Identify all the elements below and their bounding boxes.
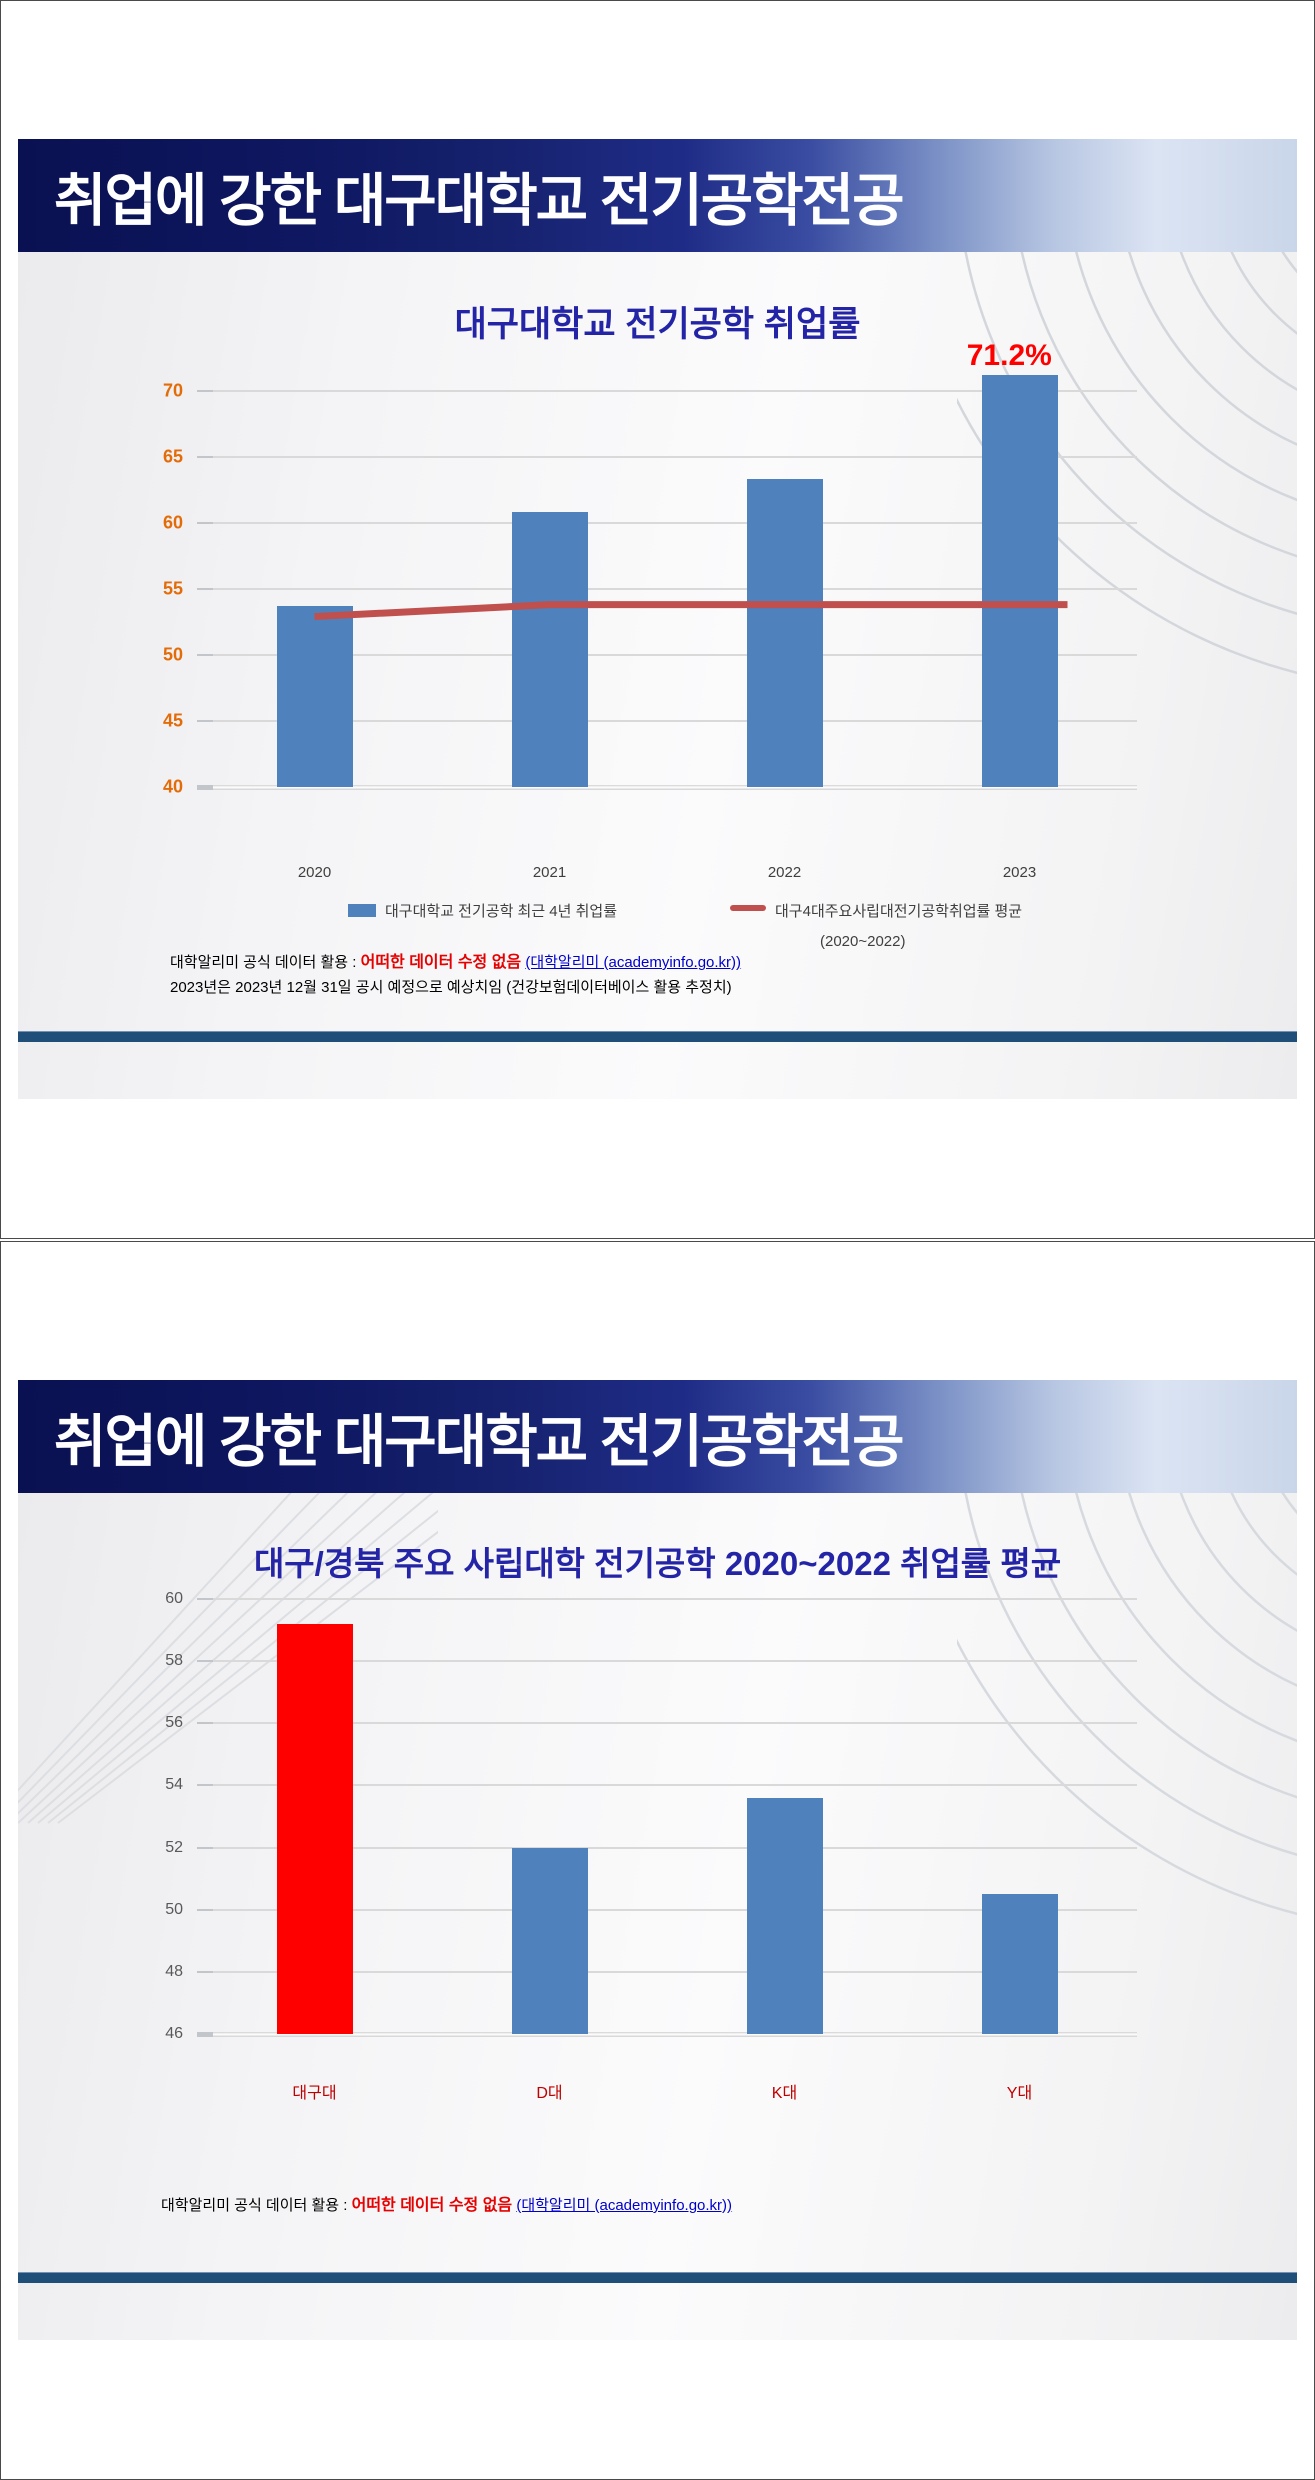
y-axis-label-60: 60 (162, 512, 183, 533)
x-axis-label-2020: 2020 (297, 864, 332, 881)
chart1-plot-area: 40 45 50 55 60 65 70 71.2% (163, 339, 1137, 797)
slide1-content: 대구대학교 전기공학 취업률 40 45 50 55 60 65 70 71.2% 2020 2… (18, 252, 1297, 1099)
bar-대구대 (276, 1623, 353, 2034)
footnote-prefix: 대학알리미 공식 데이터 활용 : (170, 954, 361, 971)
x-axis-label-Y대: Y대 (1006, 2085, 1033, 2102)
x-axis-label-2021: 2021 (532, 864, 567, 881)
x-axis-label-K대: K대 (771, 2085, 798, 2102)
gridline-40 (197, 785, 1137, 790)
footnote-link[interactable]: (대학알리미 (academyinfo.go.kr)) (525, 954, 742, 971)
slide2-header-banner: 취업에 강한 대구대학교 전기공학전공 (18, 1380, 1297, 1493)
footnote-line1: 대학알리미 공식 데이터 활용 : 어떠한 데이터 수정 없음 (대학알리미 (… (161, 2193, 732, 2218)
footnote-line1: 대학알리미 공식 데이터 활용 : 어떠한 데이터 수정 없음 (대학알리미 (… (170, 950, 741, 975)
y-axis-label-50: 50 (165, 1900, 183, 1918)
chart1-title: 대구대학교 전기공학 취업률 (454, 305, 861, 344)
footnote-prefix: 대학알리미 공식 데이터 활용 : (161, 2197, 352, 2214)
y-axis-label-58: 58 (165, 1652, 183, 1670)
bar-2023 (981, 374, 1058, 787)
y-axis-label-70: 70 (162, 380, 183, 401)
footnote-highlight: 어떠한 데이터 수정 없음 (351, 2197, 513, 2214)
gridline-45 (197, 719, 1137, 722)
bar-row: 71.2% (197, 339, 1137, 787)
slide1-header-title: 취업에 강한 대구대학교 전기공학전공 (54, 168, 905, 233)
gridline-50 (197, 1908, 1137, 1911)
slide1-header-banner: 취업에 강한 대구대학교 전기공학전공 (18, 139, 1297, 252)
bar-2021 (511, 512, 588, 787)
bar-Y대 (981, 1894, 1058, 2034)
data-label-2023: 71.2% (966, 338, 1052, 372)
chart1-x-axis-labels: 2020 2021 2022 2023 (197, 864, 1137, 882)
slide2-header-title: 취업에 강한 대구대학교 전기공학전공 (54, 1409, 905, 1474)
footnote-link[interactable]: (대학알리미 (academyinfo.go.kr)) (516, 2197, 733, 2214)
legend-bar-label: 대구대학교 전기공학 최근 4년 취업률 (385, 903, 618, 920)
x-axis-label-2022: 2022 (767, 864, 802, 881)
gridline-46 (197, 2032, 1137, 2037)
bar-2020 (276, 606, 353, 787)
legend-item-line: 대구4대주요사립대전기공학취업률 평균 (2020~2022) (730, 900, 1022, 950)
gridline-54 (197, 1784, 1137, 1787)
slide-1: 취업에 강한 대구대학교 전기공학전공 대구대학교 전기공학 취업률 40 45 5… (0, 0, 1315, 1239)
gridline-56 (197, 1722, 1137, 1725)
y-axis-label-40: 40 (162, 776, 183, 797)
slide1-footnote: 대학알리미 공식 데이터 활용 : 어떠한 데이터 수정 없음 (대학알리미 (… (170, 950, 741, 1000)
y-axis-label-54: 54 (165, 1776, 183, 1794)
gridline-70 (197, 389, 1137, 392)
x-axis-label-대구대: 대구대 (292, 2085, 337, 2102)
legend-line-swatch (730, 905, 766, 911)
gridline-50 (197, 653, 1137, 656)
y-axis-label-52: 52 (165, 1838, 183, 1856)
y-axis-label-55: 55 (162, 578, 183, 599)
y-axis-label-48: 48 (165, 1962, 183, 1980)
gridline-52 (197, 1846, 1137, 1849)
bar-D대 (511, 1847, 588, 2034)
bar-K대 (746, 1797, 823, 2034)
y-axis-label-46: 46 (165, 2025, 183, 2042)
slide2-footnote: 대학알리미 공식 데이터 활용 : 어떠한 데이터 수정 없음 (대학알리미 (… (161, 2193, 732, 2218)
y-axis-label-65: 65 (162, 446, 183, 467)
slide2-content: 대구/경북 주요 사립대학 전기공학 2020~2022 취업률 평균 46 48… (18, 1493, 1297, 2340)
footnote-highlight: 어떠한 데이터 수정 없음 (360, 954, 522, 971)
footnote-line2: 2023년은 2023년 12월 31일 공시 예정으로 예상치임 (건강보험데… (170, 979, 732, 996)
chart2-x-axis-labels: 대구대 D대 K대 Y대 (197, 2079, 1137, 2103)
legend-bar-swatch (348, 904, 376, 917)
y-axis-label-60: 60 (165, 1590, 183, 1607)
gridline-48 (197, 1970, 1137, 1973)
bar-row (197, 1599, 1137, 2034)
gridline-55 (197, 587, 1137, 590)
x-axis-label-D대: D대 (536, 2085, 563, 2102)
slide1-bottom-accent-band (18, 1031, 1297, 1042)
slide-2: 취업에 강한 대구대학교 전기공학전공 대구/경북 주요 사 (0, 1241, 1315, 2480)
legend-line-sublabel: (2020~2022) (820, 933, 906, 950)
gridline-60 (197, 521, 1137, 524)
x-axis-label-2023: 2023 (1002, 864, 1037, 881)
gridline-65 (197, 455, 1137, 458)
y-axis-label-56: 56 (165, 1714, 183, 1732)
chart2-plot-area: 46 48 50 52 54 56 58 60 (165, 1590, 1137, 2042)
legend-line-label: 대구4대주요사립대전기공학취업률 평균 (775, 903, 1023, 920)
y-axis-label-45: 45 (162, 710, 183, 731)
gridline-60 (197, 1598, 1137, 1600)
bar-2022 (746, 479, 823, 787)
trend-line (314, 601, 1068, 621)
y-axis-label-50: 50 (162, 644, 183, 665)
legend-item-bars: 대구대학교 전기공학 최근 4년 취업률 (348, 900, 617, 921)
slide2-bottom-accent-band (18, 2272, 1297, 2283)
chart1-legend: 대구대학교 전기공학 최근 4년 취업률 대구4대주요사립대전기공학취업률 평균… (18, 900, 1297, 980)
chart2-title: 대구/경북 주요 사립대학 전기공학 2020~2022 취업률 평균 (253, 1545, 1062, 1582)
gridline-58 (197, 1660, 1137, 1663)
